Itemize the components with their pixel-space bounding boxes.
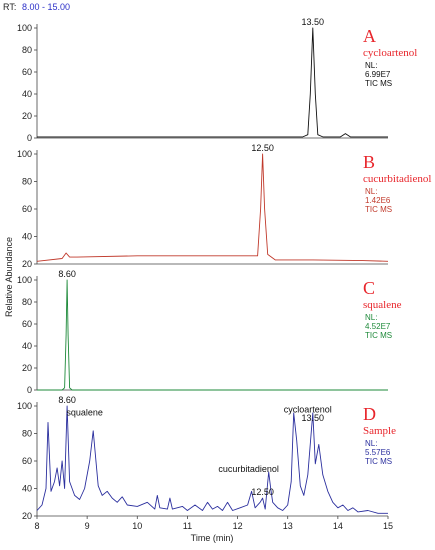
peak-label: 8.60 [58,269,76,279]
x-tick-label: 13 [283,521,293,531]
y-tick-label: 20 [22,511,32,521]
x-tick-label: 9 [85,521,90,531]
y-tick-label: 40 [22,89,32,99]
y-tick-label: 60 [22,204,32,214]
trace-line [37,279,388,391]
y-tick-label: 40 [22,232,32,242]
y-tick-label: 80 [22,45,32,55]
panel-info-line: TIC MS [365,79,392,88]
y-tick-label: 80 [22,297,32,307]
panel-letter: B [363,152,375,172]
x-tick-label: 14 [333,521,343,531]
panel-compound-name: cucurbitadienol [363,173,431,185]
y-tick-label: 80 [22,429,32,439]
rt-range: 8.00 - 15.00 [22,2,70,12]
panel-info-line: NL: [365,61,377,70]
panel-compound-name: squalene [363,299,402,311]
rt-label: RT: [3,2,16,12]
y-tick-label: 60 [22,456,32,466]
y-tick-label: 100 [17,401,32,411]
panels: 02040608010013.50AcycloartenolNL:6.99E7T… [17,17,431,521]
y-tick-label: 100 [17,23,32,33]
peak-label: squalene [66,407,103,417]
y-tick-label: 80 [22,177,32,187]
y-tick-label: 20 [22,111,32,121]
peak-label: 13.50 [302,413,325,423]
y-tick-label: 20 [22,259,32,269]
panel-info-line: NL: [365,187,377,196]
y-tick-label: 0 [27,385,32,395]
y-tick-label: 20 [22,363,32,373]
peak-label: 13.50 [302,17,325,27]
x-tick-label: 15 [383,521,393,531]
peak-label: 12.50 [251,487,274,497]
x-tick-label: 10 [132,521,142,531]
y-tick-label: 0 [27,133,32,143]
x-axis: 8 9 10 11 12 13 14 15 [34,516,393,531]
panel-compound-name: Sample [363,425,396,437]
y-tick-label: 40 [22,484,32,494]
x-tick-label: 11 [183,521,192,531]
peak-label: 12.50 [251,143,274,153]
trace-line [36,405,388,514]
panel-info-line: NL: [365,313,377,322]
panel-info-line: NL: [365,439,377,448]
panel-info-line: TIC MS [365,331,392,340]
x-axis-title: Time (min) [191,533,234,543]
panel-letter: C [363,278,375,298]
panel-letter: D [363,404,376,424]
panel-info-line: 1.42E6 [365,196,391,205]
panel-info-line: TIC MS [365,457,392,466]
trace-line [37,27,388,138]
panel-info-line: 4.52E7 [365,322,391,331]
peak-label: 8.60 [58,395,76,405]
peak-label: cucurbitadienol [218,464,279,474]
y-tick-label: 60 [22,319,32,329]
y-tick-label: 60 [22,67,32,77]
panel-info-line: 6.99E7 [365,70,391,79]
y-tick-label: 100 [17,275,32,285]
panel-info-line: 5.57E6 [365,448,391,457]
trace-line [36,153,389,262]
x-tick-label: 8 [34,521,39,531]
panel-info-line: TIC MS [365,205,392,214]
panel-d: 20 40 60 80 100 8.60 squalene cucurbitadienol 12… [17,395,396,521]
panel-compound-name: cycloartenol [363,47,417,59]
panel-letter: A [363,26,376,46]
peak-label: cycloartenol [284,405,332,415]
y-tick-label: 100 [17,149,32,159]
y-tick-label: 40 [22,341,32,351]
x-tick-label: 12 [233,521,243,531]
y-axis-title: Relative Abundance [4,237,14,317]
